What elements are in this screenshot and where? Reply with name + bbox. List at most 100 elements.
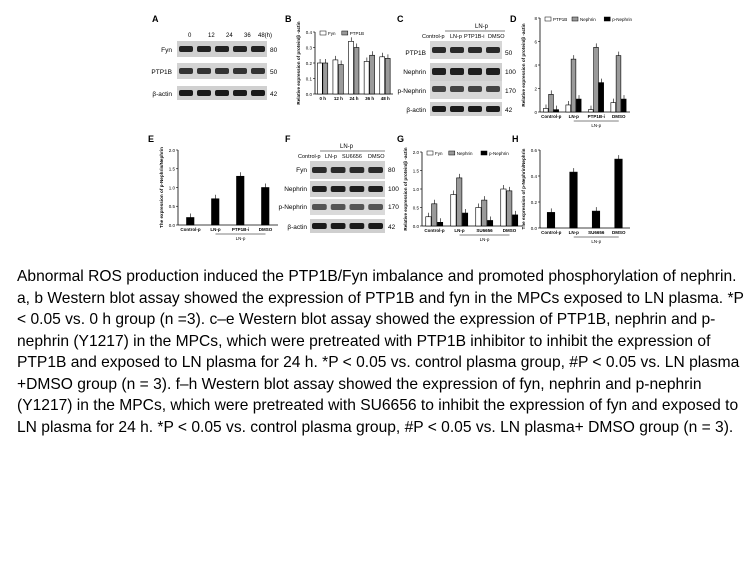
- x-tick-label: LN-p: [210, 227, 220, 232]
- row-label: β-actin: [152, 91, 172, 98]
- x-tick-label: Control-p: [180, 227, 200, 232]
- x-tick-label: LN-p: [569, 114, 579, 119]
- legend-swatch: [603, 16, 611, 22]
- caption-body: a, b Western blot assay showed the expre…: [17, 289, 744, 436]
- y-tick-label: 0.1: [306, 76, 313, 81]
- group-label: LN-p: [591, 123, 601, 128]
- x-tick-label: 12 h: [334, 96, 343, 101]
- time-label: 0: [188, 33, 192, 39]
- bar: [565, 104, 571, 113]
- blot-strip: [430, 41, 502, 59]
- panel-letter: A: [152, 14, 159, 24]
- kda-label: 50: [270, 69, 278, 76]
- legend-swatch: [426, 150, 434, 156]
- figure-panels: A 0 12 24 36 48(h) Fyn PTP1B β-actin 80 …: [148, 14, 632, 244]
- lane-label: DMSO: [488, 34, 505, 40]
- blot-band: [330, 223, 346, 229]
- row-label: p-Nephrin: [397, 88, 426, 95]
- x-tick-label: SU6656: [588, 230, 605, 235]
- x-tick-label: DMSO: [259, 227, 273, 232]
- bar: [322, 62, 329, 95]
- bar: [431, 203, 438, 227]
- blot-band: [450, 68, 464, 75]
- x-tick-label: 0 h: [320, 96, 327, 101]
- blot-band: [486, 68, 500, 75]
- bar: [450, 194, 457, 227]
- legend-swatch: [480, 150, 488, 156]
- x-tick-label: SU6656: [476, 228, 493, 233]
- legend-label: Nephrin: [457, 151, 473, 156]
- kda-label: 50: [505, 50, 513, 57]
- blot-band: [368, 186, 383, 192]
- group-label: LN-p: [480, 237, 490, 242]
- panel-c: C LN-p Control-p LN-p PTP1B-i DMSO PTP1B…: [397, 14, 516, 116]
- legend-swatch: [448, 150, 456, 156]
- y-tick-label: 0.4: [306, 30, 313, 35]
- caption-title: Abnormal ROS production induced the PTP1…: [17, 268, 737, 285]
- chart-d: 0 2 4 6 8 Relative expression of protein/β -a…: [521, 16, 632, 128]
- legend-label: PTP1B: [553, 17, 567, 22]
- bar: [621, 98, 627, 113]
- bar: [598, 82, 604, 113]
- time-label: 48(h): [258, 33, 272, 39]
- legend-swatch: [544, 16, 552, 22]
- chart-h: 0.0 0.2 0.4 0.6 The expression of p-Nephrin/…: [521, 148, 630, 244]
- bar: [512, 214, 519, 227]
- row-label: Nephrin: [284, 186, 307, 193]
- bar: [576, 98, 582, 113]
- y-axis-label: Relative expression of protein/β -actin: [521, 23, 526, 106]
- x-tick-label: PTP1B-i: [588, 114, 605, 119]
- blot-band: [197, 46, 211, 52]
- y-tick-label: 1.0: [169, 185, 176, 190]
- legend-swatch: [341, 30, 349, 36]
- y-tick-label: 0.0: [413, 224, 420, 229]
- group-label: LN-p: [591, 239, 601, 244]
- bar: [456, 177, 463, 227]
- blot-band: [233, 68, 247, 74]
- blot-band: [486, 86, 500, 92]
- y-axis-label: The expression of p-Nephrin/Nephrin: [159, 147, 164, 228]
- y-tick-label: 0.6: [531, 148, 538, 153]
- blot-strip: [430, 81, 502, 99]
- y-tick-label: 0.5: [169, 204, 176, 209]
- group-label: LN-p: [236, 236, 246, 241]
- kda-label: 170: [505, 88, 516, 95]
- y-tick-label: 0.2: [306, 61, 313, 66]
- bar: [186, 217, 195, 226]
- blot-band: [450, 106, 464, 112]
- lane-label: LN-p: [450, 34, 462, 40]
- x-tick-label: 36 h: [365, 96, 374, 101]
- y-axis-label: Relative expression of protein/β -actin: [403, 147, 408, 230]
- blot-band: [233, 90, 247, 96]
- legend-label: Fyn: [328, 31, 336, 36]
- panel-letter: G: [397, 134, 404, 144]
- chart-b: 0.0 0.1 0.2 0.3 0.4 Relative expression of pr…: [296, 21, 393, 105]
- blot-strip: [310, 219, 385, 233]
- chart-g: 0.0 0.5 1.0 1.5 2.0 Relative expression of pr…: [403, 147, 522, 242]
- lane-label: Control-p: [298, 154, 321, 160]
- bar: [338, 64, 344, 95]
- legend-label: PTP1B: [350, 31, 364, 36]
- bar: [332, 59, 339, 95]
- y-tick-label: 6: [534, 39, 537, 44]
- bar: [369, 54, 375, 95]
- panel-d: D 0 2 4 6 8 Relative expression of protein/β …: [510, 14, 632, 128]
- bar: [348, 40, 354, 95]
- blot-band: [486, 47, 500, 53]
- row-label: Fyn: [296, 167, 307, 174]
- x-tick-label: PTP1B-i: [232, 227, 249, 232]
- blot-band: [312, 223, 327, 229]
- blot-band: [251, 90, 265, 96]
- panel-a: A 0 12 24 36 48(h) Fyn PTP1B β-actin 80 …: [151, 14, 278, 100]
- panel-h: H 0.0 0.2 0.4 0.6 The expression of p-Nephri…: [512, 134, 630, 244]
- bar: [546, 212, 556, 229]
- bar: [500, 188, 507, 227]
- bar: [475, 207, 482, 227]
- blot-strip: [430, 63, 502, 81]
- panel-letter: C: [397, 14, 404, 24]
- kda-label: 42: [270, 91, 278, 98]
- kda-label: 42: [388, 224, 396, 231]
- kda-label: 80: [388, 167, 396, 174]
- y-tick-label: 1.5: [169, 167, 176, 172]
- blot-band: [468, 106, 482, 112]
